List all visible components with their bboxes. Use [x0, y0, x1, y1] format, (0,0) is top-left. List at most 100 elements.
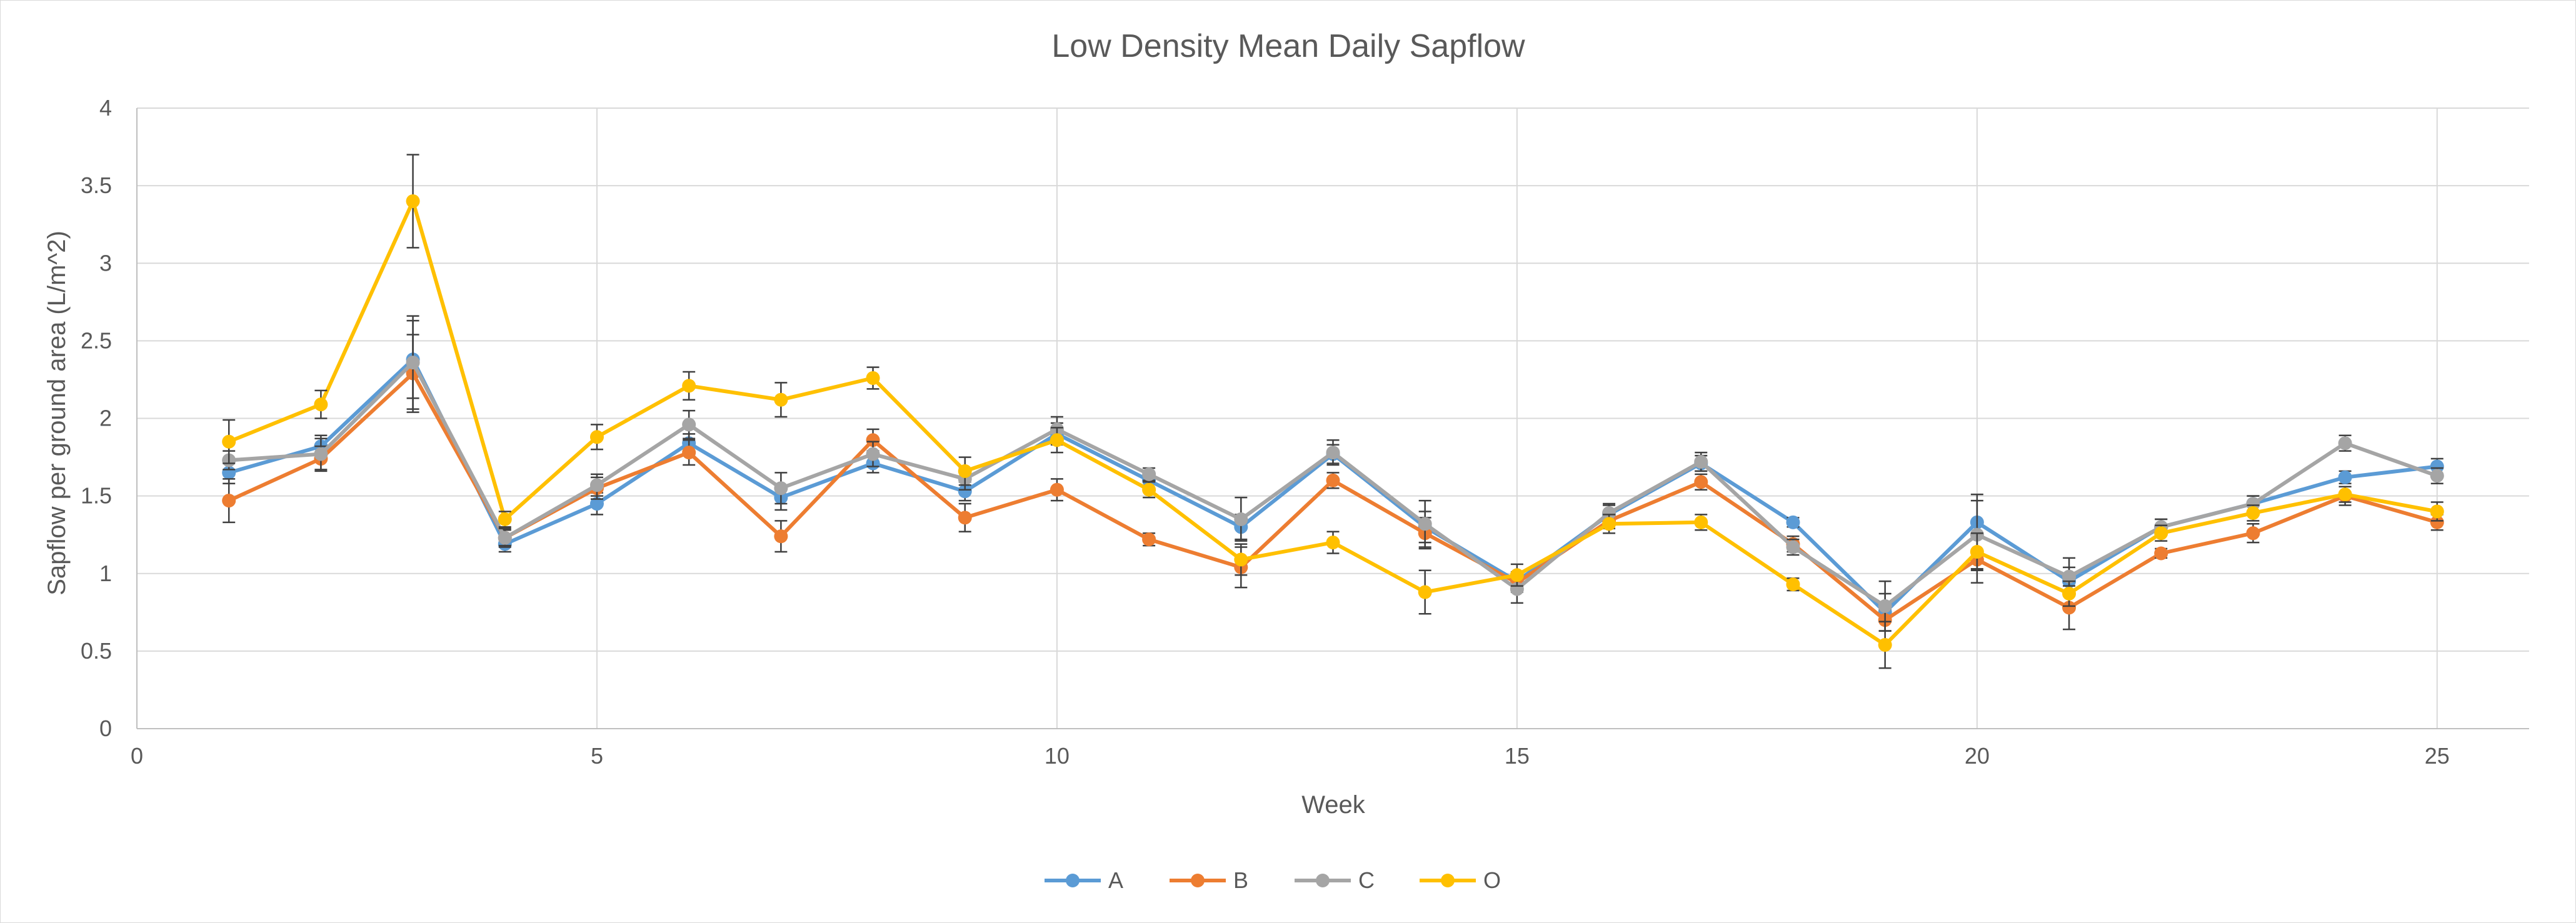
data-point-C: [498, 531, 512, 545]
data-point-O: [774, 392, 788, 407]
data-point-A: [2338, 470, 2352, 484]
y-tick-label: 4: [99, 95, 112, 121]
legend-marker: [1191, 874, 1205, 887]
data-point-O: [1418, 585, 1432, 599]
series-B: [222, 334, 2444, 632]
x-tick-label: 5: [591, 743, 603, 769]
data-point-B: [682, 446, 696, 460]
data-point-C: [1418, 517, 1432, 531]
x-tick-label: 15: [1505, 743, 1530, 769]
legend-item-B: B: [1170, 867, 1248, 893]
data-point-O: [682, 379, 696, 393]
data-point-O: [1694, 515, 1708, 529]
data-point-O: [222, 434, 236, 449]
x-tick-label: 10: [1045, 743, 1070, 769]
legend-item-C: C: [1295, 867, 1375, 893]
data-point-C: [774, 481, 788, 496]
data-point-O: [958, 464, 972, 478]
data-point-O: [2154, 526, 2168, 541]
data-point-C: [406, 356, 420, 370]
legend-marker: [1441, 874, 1455, 887]
data-point-O: [1050, 433, 1064, 447]
x-tick-label: 20: [1965, 743, 1990, 769]
data-point-C: [866, 447, 880, 461]
data-point-A: [958, 484, 972, 499]
y-tick-label: 2.5: [81, 327, 112, 353]
data-point-O: [2338, 487, 2352, 502]
data-point-O: [1602, 517, 1616, 531]
data-point-C: [682, 417, 696, 432]
data-point-C: [2430, 469, 2444, 483]
data-point-C: [1694, 455, 1708, 469]
data-point-B: [1142, 532, 1156, 547]
series-line-B: [228, 371, 2438, 622]
data-point-B: [2246, 526, 2260, 541]
x-tick-label: 0: [131, 743, 143, 769]
y-tick-label: 3: [99, 250, 112, 276]
data-point-B: [2062, 601, 2077, 615]
x-tick-label: 25: [2425, 743, 2450, 769]
y-tick-label: 1.5: [81, 483, 112, 509]
y-tick-label: 0: [99, 716, 112, 741]
legend-item-A: A: [1045, 867, 1123, 893]
data-point-O: [314, 397, 328, 412]
data-point-C: [1234, 512, 1248, 526]
data-point-A: [1786, 515, 1800, 529]
series-layer: [222, 154, 2444, 669]
data-point-C: [2062, 569, 2077, 584]
legend-item-O: O: [1420, 867, 1501, 893]
legend-label: B: [1233, 867, 1248, 893]
data-point-A: [589, 497, 604, 511]
chart-title: Low Density Mean Daily Sapflow: [1051, 28, 1525, 64]
data-point-C: [589, 478, 604, 492]
data-point-O: [589, 430, 604, 444]
data-point-B: [1326, 473, 1340, 487]
series-C: [222, 315, 2444, 632]
legend-label: C: [1358, 867, 1375, 893]
data-point-B: [958, 511, 972, 525]
y-tick-label: 2: [99, 406, 112, 431]
data-point-O: [1970, 544, 1984, 559]
data-point-C: [2338, 436, 2352, 451]
data-point-B: [2430, 515, 2444, 529]
data-point-O: [866, 371, 880, 385]
data-point-O: [1786, 577, 1800, 592]
data-point-O: [2246, 506, 2260, 520]
y-tick-label: 3.5: [81, 172, 112, 198]
y-axis-label: Sapflow per ground area (L/m^2): [43, 231, 71, 596]
axis-layer: 0 0.5 1 1.5 2 2.5 3 3.5 4 0 5 10 15 20 25: [81, 95, 2529, 769]
data-point-O: [1142, 482, 1156, 497]
y-tick-label: 0.5: [81, 638, 112, 664]
data-point-B: [774, 529, 788, 544]
series-line-O: [228, 199, 2438, 647]
data-point-O: [2430, 504, 2444, 519]
data-point-C: [1602, 506, 1616, 520]
data-point-O: [406, 194, 420, 208]
y-tick-label: 1: [99, 561, 112, 586]
data-point-O: [498, 512, 512, 526]
data-point-C: [1326, 446, 1340, 460]
data-point-C: [1878, 599, 1892, 613]
data-point-C: [1786, 540, 1800, 554]
series-O: [222, 154, 2444, 669]
data-point-O: [1510, 568, 1524, 582]
x-axis-label: Week: [1301, 791, 1366, 819]
data-point-B: [2154, 546, 2168, 561]
legend-marker: [1316, 874, 1330, 887]
data-point-O: [2062, 587, 2077, 601]
data-point-O: [1234, 552, 1248, 567]
legend-label: O: [1483, 867, 1501, 893]
data-point-O: [1326, 536, 1340, 550]
grid-layer: [137, 107, 2529, 729]
data-point-B: [1694, 475, 1708, 489]
data-point-C: [314, 447, 328, 461]
data-point-B: [222, 494, 236, 508]
data-point-B: [1050, 482, 1064, 497]
data-point-C: [1142, 467, 1156, 481]
legend-label: A: [1108, 867, 1123, 893]
legend-marker: [1066, 874, 1080, 887]
data-point-O: [1878, 637, 1892, 652]
data-point-B: [866, 433, 880, 447]
